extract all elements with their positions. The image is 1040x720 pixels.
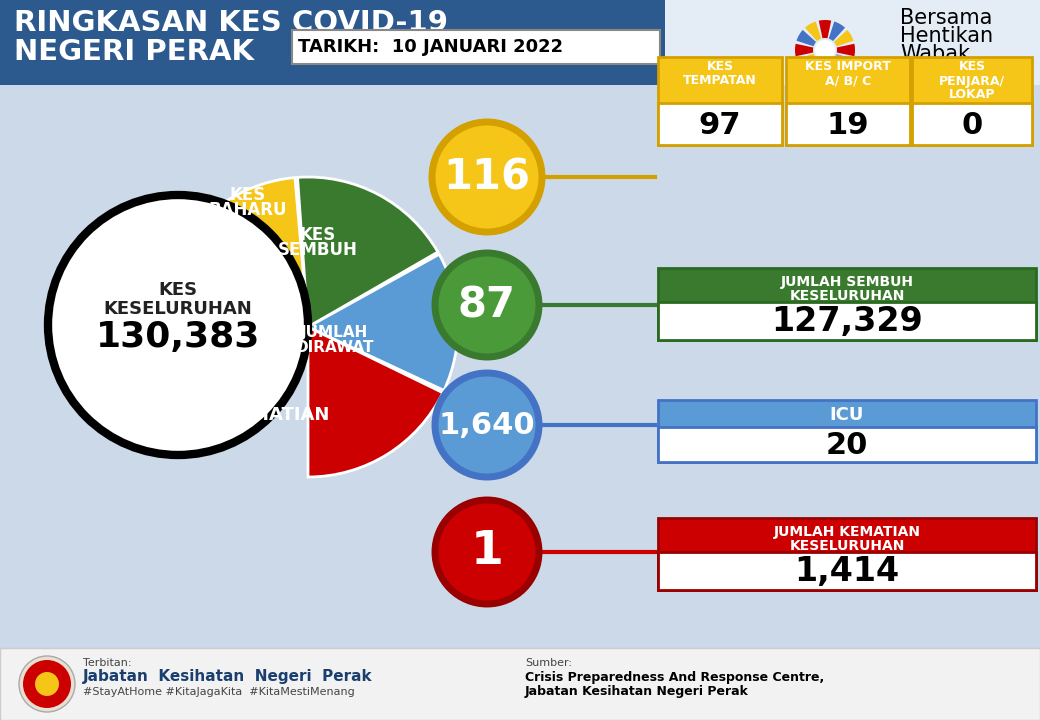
Text: 1: 1 bbox=[470, 529, 503, 575]
Bar bbox=[912, 57, 1032, 145]
Text: KES: KES bbox=[300, 226, 336, 244]
Circle shape bbox=[23, 660, 71, 708]
Polygon shape bbox=[818, 62, 831, 80]
Circle shape bbox=[19, 656, 75, 712]
Bar bbox=[665, 0, 1040, 105]
Text: 97: 97 bbox=[699, 110, 742, 140]
Bar bbox=[658, 57, 782, 145]
Text: 1,640: 1,640 bbox=[439, 410, 536, 439]
Bar bbox=[658, 400, 1036, 462]
Text: Wabak: Wabak bbox=[900, 44, 970, 64]
Text: KES: KES bbox=[706, 60, 733, 73]
Wedge shape bbox=[308, 254, 458, 390]
Bar bbox=[0, 85, 1040, 648]
Text: 127,329: 127,329 bbox=[771, 305, 922, 338]
Text: ICU: ICU bbox=[830, 406, 864, 424]
Polygon shape bbox=[834, 30, 854, 46]
Text: Jabatan Kesihatan Negeri Perak: Jabatan Kesihatan Negeri Perak bbox=[525, 685, 749, 698]
Circle shape bbox=[435, 500, 539, 604]
Bar bbox=[658, 518, 1036, 590]
Circle shape bbox=[815, 40, 835, 60]
Text: KESELURUHAN: KESELURUHAN bbox=[104, 300, 253, 318]
Polygon shape bbox=[829, 22, 846, 41]
Polygon shape bbox=[797, 30, 816, 46]
Text: KESELURUHAN: KESELURUHAN bbox=[789, 539, 905, 553]
Circle shape bbox=[432, 122, 542, 232]
Circle shape bbox=[435, 373, 539, 477]
Text: 19: 19 bbox=[827, 110, 869, 140]
Text: NEGERI PERAK: NEGERI PERAK bbox=[14, 38, 254, 66]
Text: KES: KES bbox=[158, 281, 198, 299]
Text: 20: 20 bbox=[826, 431, 868, 459]
Text: JUMLAH: JUMLAH bbox=[302, 325, 368, 340]
Text: KES IMPORT: KES IMPORT bbox=[805, 60, 891, 73]
Text: 130,383: 130,383 bbox=[96, 320, 260, 354]
Text: SEMBUH: SEMBUH bbox=[278, 241, 358, 259]
Bar bbox=[658, 552, 1036, 590]
Wedge shape bbox=[181, 178, 308, 327]
Text: DIRAWAT: DIRAWAT bbox=[295, 341, 374, 356]
Text: KEMATIAN: KEMATIAN bbox=[226, 406, 330, 424]
Bar bbox=[658, 268, 1036, 340]
Text: A/ B/ C: A/ B/ C bbox=[825, 74, 872, 88]
Text: JUMLAH SEMBUH: JUMLAH SEMBUH bbox=[780, 275, 913, 289]
Bar bbox=[0, 0, 665, 85]
Text: KES: KES bbox=[230, 186, 266, 204]
Bar bbox=[658, 302, 1036, 340]
Text: 0: 0 bbox=[961, 110, 983, 140]
Polygon shape bbox=[834, 54, 854, 70]
Polygon shape bbox=[795, 44, 813, 56]
Circle shape bbox=[435, 253, 539, 357]
Wedge shape bbox=[297, 177, 438, 327]
Text: Hentikan: Hentikan bbox=[900, 26, 993, 46]
Polygon shape bbox=[797, 54, 816, 70]
Text: 87: 87 bbox=[458, 284, 516, 326]
Bar bbox=[786, 57, 910, 145]
Polygon shape bbox=[818, 20, 831, 38]
Text: KESELURUHAN: KESELURUHAN bbox=[789, 289, 905, 303]
Text: Crisis Preparedness And Response Centre,: Crisis Preparedness And Response Centre, bbox=[525, 670, 825, 683]
Text: RINGKASAN KES COVID-19: RINGKASAN KES COVID-19 bbox=[14, 9, 448, 37]
Wedge shape bbox=[308, 327, 443, 477]
Text: TARIKH:  10 JANUARI 2022: TARIKH: 10 JANUARI 2022 bbox=[298, 38, 563, 56]
Text: PENJARA/: PENJARA/ bbox=[939, 74, 1005, 88]
Text: KES: KES bbox=[959, 60, 986, 73]
Text: BAHARU: BAHARU bbox=[209, 201, 287, 219]
Bar bbox=[912, 103, 1032, 145]
Text: 116: 116 bbox=[443, 156, 530, 198]
Bar bbox=[0, 648, 1040, 720]
Polygon shape bbox=[837, 44, 855, 56]
Text: JUMLAH KEMATIAN: JUMLAH KEMATIAN bbox=[774, 525, 920, 539]
Text: Sumber:: Sumber: bbox=[525, 658, 572, 668]
Text: LOKAP: LOKAP bbox=[948, 89, 995, 102]
Text: #StayAtHome #KitaJagaKita  #KitaMestiMenang: #StayAtHome #KitaJagaKita #KitaMestiMena… bbox=[83, 687, 355, 697]
Text: 1,414: 1,414 bbox=[795, 556, 900, 588]
Polygon shape bbox=[805, 22, 822, 41]
Polygon shape bbox=[829, 59, 846, 78]
Circle shape bbox=[35, 672, 59, 696]
Text: TEMPATAN: TEMPATAN bbox=[683, 74, 757, 88]
Text: Terbitan:: Terbitan: bbox=[83, 658, 131, 668]
Polygon shape bbox=[805, 59, 822, 78]
Bar bbox=[786, 103, 910, 145]
Text: Bersama: Bersama bbox=[900, 8, 992, 28]
Bar bbox=[292, 30, 660, 64]
Bar bbox=[658, 427, 1036, 462]
Text: Jabatan  Kesihatan  Negeri  Perak: Jabatan Kesihatan Negeri Perak bbox=[83, 668, 372, 683]
Circle shape bbox=[48, 195, 308, 455]
Bar bbox=[658, 103, 782, 145]
Text: COVID-19: COVID-19 bbox=[900, 62, 1012, 82]
